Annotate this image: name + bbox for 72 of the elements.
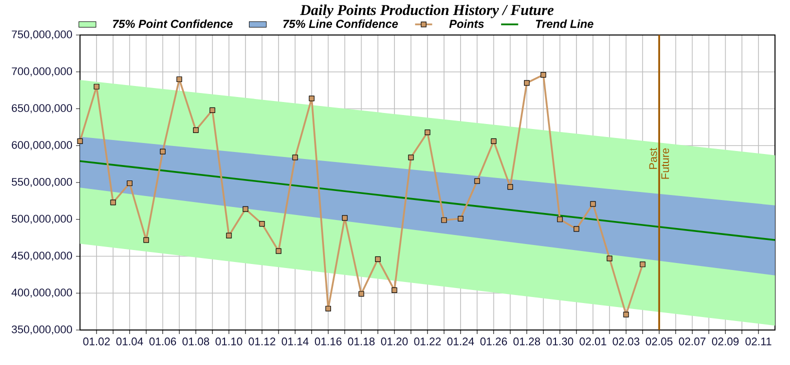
x-tick-label: 01.04 xyxy=(116,338,144,346)
point xyxy=(210,107,216,114)
point xyxy=(507,184,514,190)
x-tick-label: 01.20 xyxy=(381,338,408,346)
x-tick-label: 01.16 xyxy=(314,338,342,346)
point xyxy=(94,84,100,90)
point xyxy=(325,306,332,312)
x-tick-label: 01.18 xyxy=(348,338,375,346)
point xyxy=(276,248,282,254)
x-tick-label: 01.14 xyxy=(282,338,309,346)
point xyxy=(490,138,496,144)
y-tick-label: 650,000,000 xyxy=(12,104,72,114)
y-tick-label: 550,000,000 xyxy=(12,178,72,188)
x-tick-label: 01.10 xyxy=(216,338,242,346)
point xyxy=(77,138,83,144)
x-tick-label: 02.01 xyxy=(580,338,606,346)
x-tick-label: 01.26 xyxy=(480,338,507,346)
point xyxy=(308,96,314,102)
x-tick-label: 02.07 xyxy=(678,338,706,346)
point xyxy=(441,217,447,223)
point xyxy=(640,262,646,268)
y-tick-label: 600,000,000 xyxy=(12,141,72,150)
point xyxy=(193,127,199,133)
y-tick-label: 400,000,000 xyxy=(12,288,72,298)
y-tick-label: 450,000,000 xyxy=(12,252,72,261)
point xyxy=(259,221,265,227)
point xyxy=(606,256,612,262)
y-tick-label: 350,000,000 xyxy=(12,325,72,335)
legend-label: Trend Line xyxy=(536,20,594,28)
point xyxy=(557,216,563,222)
point xyxy=(242,206,248,212)
x-tick-label: 01.02 xyxy=(83,338,110,346)
point xyxy=(292,154,298,160)
point xyxy=(342,215,348,221)
legend-label: 75% Point Confidence xyxy=(113,20,233,28)
x-tick-label: 01.12 xyxy=(248,338,276,346)
legend-label: Points xyxy=(449,20,484,28)
point xyxy=(176,76,182,82)
point xyxy=(540,72,546,78)
point xyxy=(375,256,381,262)
point xyxy=(474,178,480,184)
chart-title: Daily Points Production History / Future xyxy=(300,4,554,18)
x-tick-label: 02.03 xyxy=(612,338,640,346)
point xyxy=(358,291,364,297)
point xyxy=(458,216,464,222)
point xyxy=(392,287,398,293)
point xyxy=(160,148,166,154)
x-tick-label: 01.22 xyxy=(414,338,441,346)
x-tick-label: 01.28 xyxy=(513,338,540,346)
point xyxy=(524,80,530,86)
x-tick-label: 01.30 xyxy=(546,338,574,346)
point xyxy=(623,312,629,318)
point xyxy=(126,180,132,186)
y-tick-label: 700,000,000 xyxy=(12,67,72,76)
legend-label: 75% Line Confidence xyxy=(283,20,398,28)
y-tick-label: 500,000,000 xyxy=(12,214,72,224)
ref-line-label: Past xyxy=(649,148,657,169)
y-tick-label: 750,000,000 xyxy=(12,30,72,40)
x-tick-label: 02.05 xyxy=(646,338,672,346)
point xyxy=(574,226,580,232)
point xyxy=(424,130,430,136)
x-tick-label: 02.09 xyxy=(712,338,739,346)
point xyxy=(110,200,116,206)
x-tick-label: 01.06 xyxy=(149,338,176,346)
point xyxy=(226,232,232,238)
point xyxy=(590,201,596,207)
point xyxy=(143,237,149,243)
annotation: Future xyxy=(661,148,670,179)
point xyxy=(408,154,414,160)
x-tick-label: 01.24 xyxy=(447,338,474,346)
x-tick-label: 02.11 xyxy=(746,338,772,346)
x-tick-label: 01.08 xyxy=(182,338,210,346)
